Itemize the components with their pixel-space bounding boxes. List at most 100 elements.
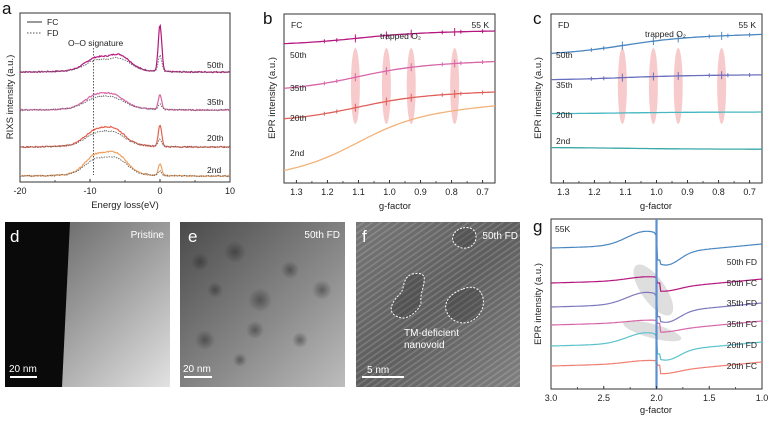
x-axis-title-a: Energy loss(eV) — [91, 200, 159, 211]
panel-g-epr-chart: g 55K 50th FD 50th FC 35th FD 35th FC 20th F… — [533, 217, 768, 416]
corner-label-b-right: 55 K — [472, 20, 490, 30]
signal-highlight — [623, 320, 682, 342]
plot-frame-a — [19, 12, 231, 183]
x-tick-label: 1.1 — [619, 187, 632, 197]
dark-spot — [233, 353, 247, 367]
rixs-fd-line-2nd — [19, 155, 231, 178]
dark-spot — [312, 280, 332, 300]
y-axis-title-g: EPR intensity (a.u.) — [533, 263, 544, 345]
series-label-c-2nd: 2nd — [556, 136, 570, 146]
series-label-g: 20th FD — [727, 340, 757, 350]
scale-bar-e — [184, 376, 212, 378]
trapped-o2-highlight — [673, 48, 683, 124]
trapped-o2-annotation-b: trapped O₂ — [380, 31, 421, 41]
panel-letter-f: f — [362, 227, 367, 246]
series-label-c-50th: 50th — [556, 50, 573, 60]
scale-bar-label-f: 5 nm — [367, 365, 389, 376]
series-label-a-50th: 50th — [207, 60, 224, 70]
panel-b-epr-fc-chart: b FC 55 K trapped O₂ 50th 35th 20th 2nd … — [263, 9, 496, 212]
x-tick-label: 0.9 — [681, 187, 694, 197]
x-tick-label: 1.0 — [650, 187, 663, 197]
series-label-g: 20th FC — [727, 361, 757, 371]
x-axis-title-g: g-factor — [640, 405, 672, 416]
rixs-fd-line-35th — [19, 95, 231, 112]
series-label-g: 50th FC — [727, 278, 757, 288]
x-tick-label: 1.0 — [756, 393, 769, 403]
legend-fd-label: FD — [47, 28, 58, 38]
panel-a-rixs-chart: a FC FD O–O signature 50th 35th 20th 2nd… — [2, 0, 235, 211]
epr-line-50th — [283, 30, 496, 45]
series-label-c-35th: 35th — [556, 80, 573, 90]
image-label-d: Pristine — [131, 230, 165, 241]
x-tick-label: 1.3 — [290, 187, 303, 197]
x-tick-label: 2.0 — [650, 393, 663, 403]
x-tick-label: 1.3 — [557, 187, 570, 197]
scale-bar-label-d: 20 nm — [9, 364, 37, 375]
dark-spot — [248, 288, 272, 312]
x-tick-label: 1.5 — [703, 393, 716, 403]
trapped-o2-highlight — [350, 48, 360, 124]
oo-signature-annotation: O–O signature — [68, 38, 124, 48]
trapped-o2-highlight — [648, 48, 658, 124]
x-tick-label: 1.1 — [352, 187, 365, 197]
panel-f-hrtem-50th-fd: f 50th FD TM-deficient nanovoid 5 nm — [356, 222, 520, 387]
rixs-fc-line-2nd — [19, 150, 231, 178]
nanovoid-annotation-line1: TM-deficient — [404, 328, 459, 339]
x-tick-label: 1.2 — [321, 187, 334, 197]
rixs-fd-line-20th — [19, 129, 231, 149]
series-label-b-20th: 20th — [290, 113, 307, 123]
x-axis-title-c: g-factor — [640, 201, 672, 212]
x-tick-label: 0 — [157, 186, 162, 196]
dark-spot — [281, 261, 299, 279]
scale-bar-d — [10, 376, 37, 378]
epr-line-35th — [283, 60, 496, 89]
x-axis-title-b: g-factor — [379, 201, 411, 212]
x-tick-label: -10 — [83, 186, 96, 196]
series-label-b-2nd: 2nd — [290, 148, 304, 158]
image-label-e: 50th FD — [304, 230, 340, 241]
x-tick-label: 0.8 — [712, 187, 725, 197]
epr-line-50th — [550, 33, 763, 55]
dark-spot — [224, 241, 246, 263]
series-label-g: 35th FD — [727, 298, 757, 308]
nanovoid-outline-3 — [445, 286, 484, 324]
y-axis-title-a: RIXS intensity (a.u.) — [5, 55, 16, 139]
trapped-o2-highlight — [406, 48, 416, 124]
trapped-o2-highlight — [617, 48, 627, 124]
epr-line-20th — [551, 111, 762, 115]
trapped-o2-highlight — [717, 48, 727, 124]
series-label-b-50th: 50th — [290, 50, 307, 60]
epr-line-20th — [283, 91, 496, 120]
epr-line-2nd — [283, 105, 496, 172]
y-axis-title-b: EPR intensity (a.u.) — [267, 57, 278, 139]
panel-d-tem-pristine: d Pristine 20 nm — [5, 222, 170, 387]
scale-bar-f — [362, 376, 404, 378]
corner-label-c-right: 55 K — [739, 20, 757, 30]
series-label-g: 35th FC — [727, 319, 757, 329]
x-tick-label: -20 — [13, 186, 26, 196]
series-label-c-20th: 20th — [556, 110, 573, 120]
panel-letter-c: c — [533, 9, 542, 28]
series-label-b-35th: 35th — [290, 83, 307, 93]
image-label-f: 50th FD — [482, 231, 518, 242]
x-tick-label: 0.7 — [743, 187, 756, 197]
trapped-o2-highlight — [381, 48, 391, 124]
x-tick-label: 2.5 — [597, 393, 610, 403]
panel-letter-g: g — [533, 217, 542, 236]
dark-spot — [292, 332, 308, 348]
corner-label-c-left: FD — [558, 20, 569, 30]
x-tick-label: 1.2 — [588, 187, 601, 197]
panel-letter-b: b — [263, 9, 272, 28]
series-label-g: 50th FD — [727, 257, 757, 267]
corner-label-g-left: 55K — [555, 224, 570, 234]
panel-letter-a: a — [2, 0, 12, 18]
tem-dark-region-d — [5, 222, 70, 387]
x-tick-label: 10 — [225, 186, 235, 196]
scale-bar-label-e: 20 nm — [183, 364, 211, 375]
legend-a: FC FD — [27, 17, 58, 38]
x-tick-label: 0.7 — [476, 187, 489, 197]
panel-letter-d: d — [10, 227, 19, 246]
panel-letter-e: e — [188, 227, 197, 246]
legend-fc-label: FC — [47, 17, 58, 27]
